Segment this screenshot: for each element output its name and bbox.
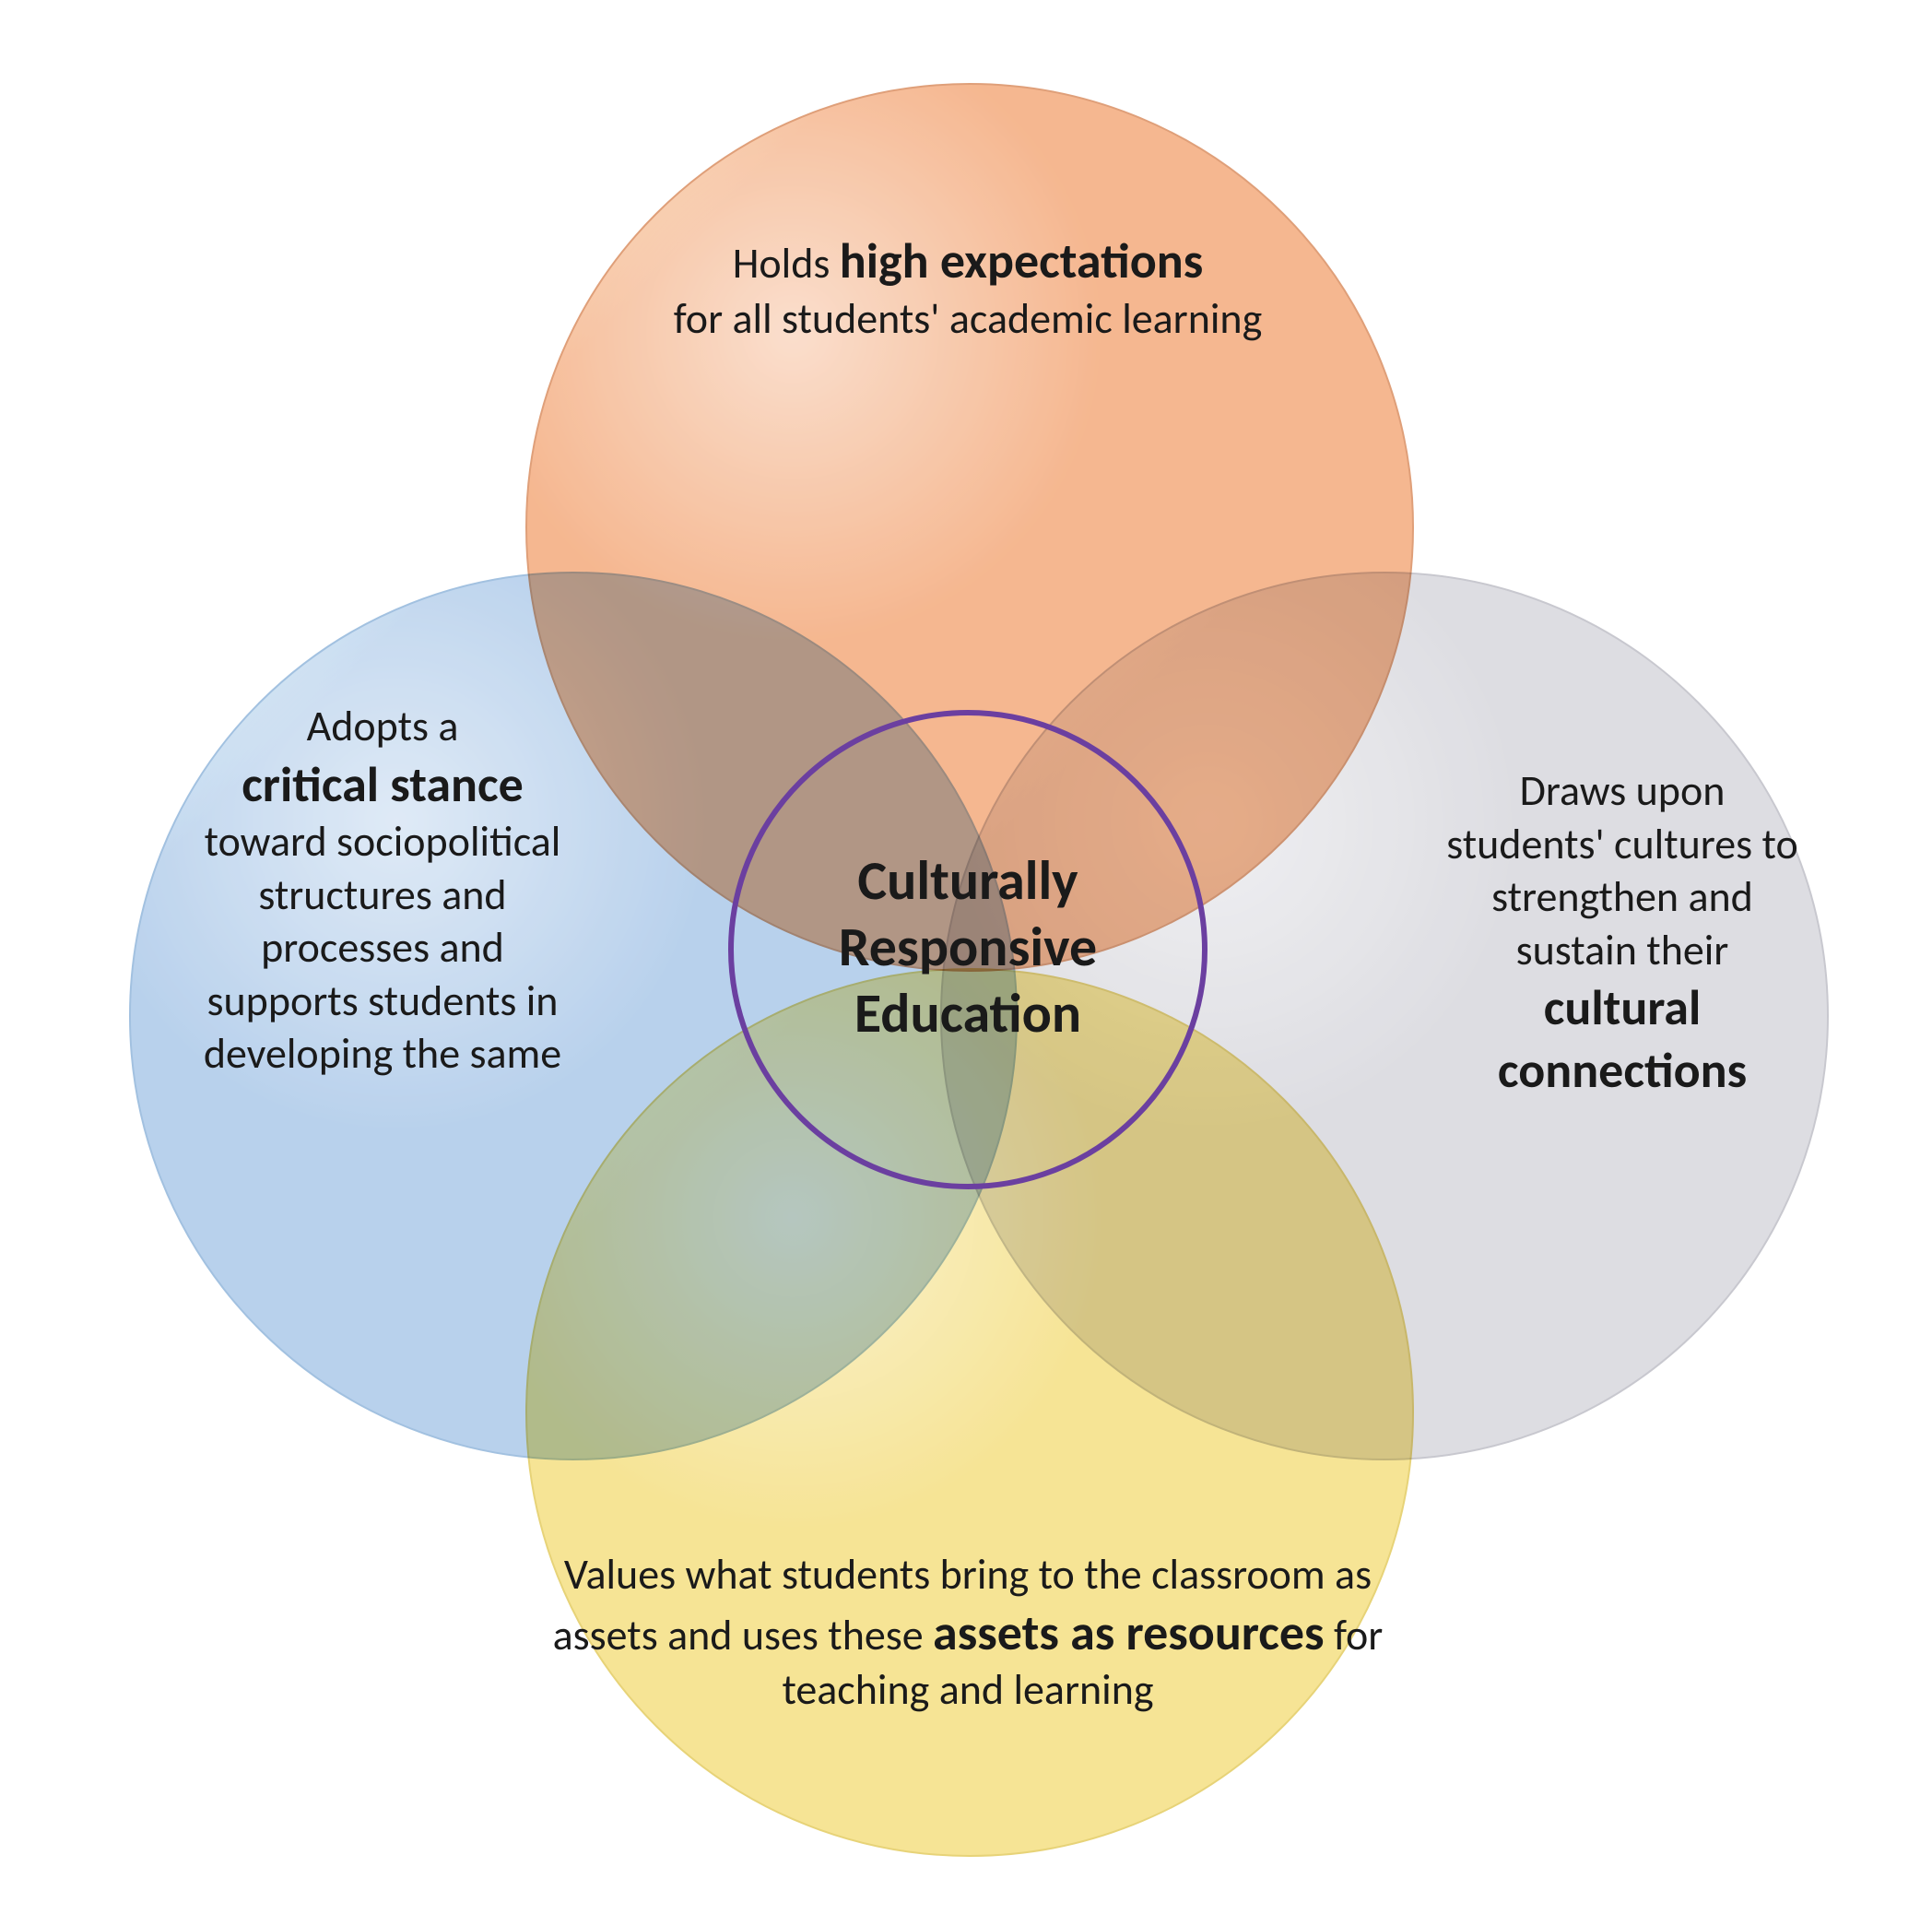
label-left-bold: critical stance (242, 754, 524, 815)
label-critical-stance: Adopts a critical stance toward sociopol… (184, 701, 581, 1081)
venn-diagram: Holds high expectations for all students… (0, 0, 1932, 1926)
label-top-bold: high expectations (840, 230, 1203, 291)
label-top-post: for all students' academic learning (674, 293, 1263, 345)
label-left-post: toward sociopolitical structures and pro… (204, 816, 561, 1080)
label-cultural-connections: Draws upon students' cultures to strengt… (1438, 765, 1807, 1102)
label-right-bold: cultural connections (1498, 977, 1747, 1101)
label-top-pre: Holds (733, 238, 840, 289)
label-right-pre: Draws upon students' cultures to strengt… (1446, 765, 1797, 976)
label-assets-as-resources: Values what students bring to the classr… (516, 1549, 1420, 1718)
label-high-expectations: Holds high expectations for all students… (627, 230, 1309, 346)
label-left-pre: Adopts a (307, 701, 459, 752)
label-bottom-bold: assets as resources (933, 1602, 1325, 1663)
label-center-title: Culturally Responsive Education (783, 848, 1152, 1047)
